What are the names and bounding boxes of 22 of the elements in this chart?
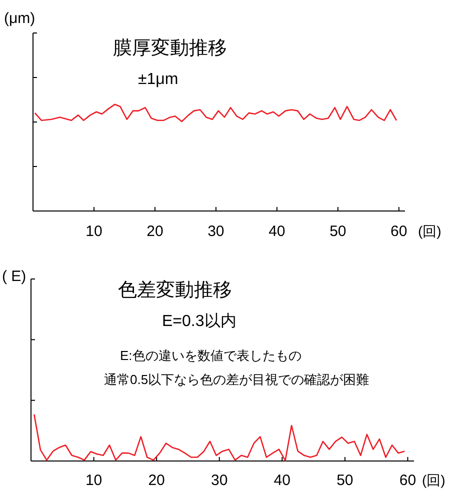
subtitle: ±1μm bbox=[138, 71, 178, 88]
xtick: 40 bbox=[274, 472, 290, 489]
subtitle: E=0.3以内 bbox=[162, 313, 236, 330]
xtick: 10 bbox=[85, 472, 102, 489]
xtick: 20 bbox=[148, 472, 165, 489]
xtick: 30 bbox=[211, 472, 228, 489]
xtick: 20 bbox=[146, 223, 164, 240]
ylabel: (μm) bbox=[4, 10, 36, 27]
xtick: 50 bbox=[336, 472, 354, 489]
xtick: 50 bbox=[330, 223, 346, 240]
xlabel: (回) bbox=[418, 223, 442, 239]
annotation: E:色の違いを数値で表したもの bbox=[120, 348, 302, 363]
ylabel: ( E) bbox=[2, 268, 26, 285]
xlabel: (回) bbox=[422, 472, 446, 488]
xtick: 10 bbox=[86, 223, 102, 240]
title: 色差変動推移 bbox=[118, 280, 232, 301]
xtick: 60 bbox=[399, 472, 416, 489]
xtick: 40 bbox=[268, 223, 286, 240]
title: 膜厚変動推移 bbox=[113, 38, 227, 59]
annotation: 通常0.5以下なら色の差が目視での確認が困難 bbox=[104, 372, 370, 387]
xtick: 60 bbox=[390, 223, 408, 240]
xtick: 30 bbox=[208, 223, 224, 240]
